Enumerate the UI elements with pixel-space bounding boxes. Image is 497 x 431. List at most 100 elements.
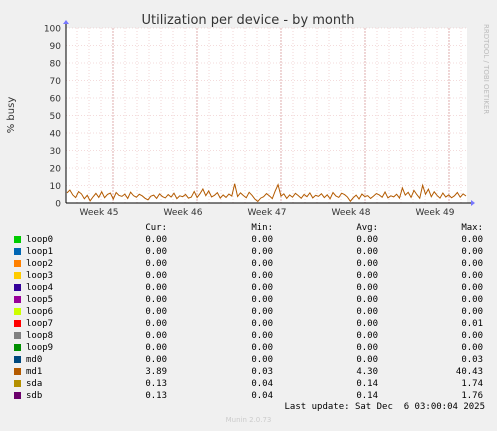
legend-swatch: [14, 392, 21, 399]
legend-avg: 0.00: [356, 295, 378, 305]
legend-name: loop6: [26, 307, 54, 317]
y-tick-60: 60: [50, 95, 62, 105]
x-tick-2: Week 47: [248, 208, 287, 218]
legend-row-sda: sda 0.13 0.04 0.14 1.74: [0, 378, 497, 390]
legend-row-loop0: loop0 0.00 0.00 0.00 0.00: [0, 234, 497, 246]
legend-min: 0.00: [251, 307, 273, 317]
y-axis-arrow: [63, 20, 69, 24]
y-tick-10: 10: [50, 182, 62, 192]
x-tick-0: Week 45: [80, 208, 119, 218]
legend-avg: 0.00: [356, 271, 378, 281]
legend-avg: 0.00: [356, 283, 378, 293]
legend-max: 40.43: [455, 367, 483, 377]
legend-avg: 0.00: [356, 247, 378, 257]
legend-name: loop0: [26, 235, 54, 245]
legend-swatch: [14, 308, 21, 315]
legend-row-md0: md0 0.00 0.00 0.00 0.03: [0, 354, 497, 366]
legend-cur: 0.00: [145, 271, 167, 281]
legend-cur: 0.00: [145, 295, 167, 305]
y-tick-70: 70: [50, 77, 62, 87]
legend-swatch: [14, 272, 21, 279]
legend-header-min: Min:: [251, 223, 273, 233]
x-tick-labels: Week 45 Week 46 Week 47 Week 48 Week 49: [80, 208, 455, 218]
legend-avg: 0.00: [356, 343, 378, 353]
legend-swatch: [14, 380, 21, 387]
legend-max: 0.00: [461, 295, 483, 305]
y-axis-label: % busy: [6, 97, 17, 134]
legend-row-loop7: loop7 0.00 0.00 0.00 0.01: [0, 318, 497, 330]
legend-row-loop9: loop9 0.00 0.00 0.00 0.00: [0, 342, 497, 354]
legend-max: 0.00: [461, 331, 483, 341]
legend-row-loop8: loop8 0.00 0.00 0.00 0.00: [0, 330, 497, 342]
legend-avg: 0.14: [356, 379, 378, 389]
legend-name: loop5: [26, 295, 54, 305]
legend-min: 0.00: [251, 343, 273, 353]
rrdtool-watermark: RRDTOOL / TOBI OETIKER: [482, 24, 490, 114]
legend-cur: 0.00: [145, 307, 167, 317]
grid-lines: [66, 27, 467, 204]
legend-min: 0.00: [251, 295, 273, 305]
legend-row-loop3: loop3 0.00 0.00 0.00 0.00: [0, 270, 497, 282]
legend-name: sda: [26, 379, 43, 389]
x-axis-arrow: [471, 200, 475, 206]
series-md1: [66, 183, 467, 203]
legend-cur: 0.00: [145, 283, 167, 293]
legend-max: 1.76: [461, 391, 483, 401]
legend-name: loop2: [26, 259, 54, 269]
legend-max: 0.00: [461, 259, 483, 269]
legend-max: 0.01: [461, 319, 483, 329]
legend-max: 0.00: [461, 247, 483, 257]
legend-avg: 0.00: [356, 355, 378, 365]
legend-swatch: [14, 332, 21, 339]
legend-avg: 0.00: [356, 331, 378, 341]
legend-swatch: [14, 356, 21, 363]
munin-version: Munin 2.0.73: [225, 416, 272, 424]
y-tick-0: 0: [55, 200, 61, 210]
last-update: Last update: Sat Dec 6 03:00:04 2025: [284, 402, 485, 412]
legend-cur: 0.00: [145, 319, 167, 329]
legend-header-avg: Avg:: [356, 223, 378, 233]
x-tick-4: Week 49: [416, 208, 455, 218]
y-tick-100: 100: [44, 25, 61, 35]
chart-title: Utilization per device - by month: [142, 13, 355, 28]
legend-swatch: [14, 248, 21, 255]
legend-name: loop9: [26, 343, 54, 353]
legend-name: loop1: [26, 247, 54, 257]
x-tick-3: Week 48: [332, 208, 371, 218]
legend-min: 0.00: [251, 247, 273, 257]
legend-min: 0.00: [251, 235, 273, 245]
legend-swatch: [14, 260, 21, 267]
legend-swatch: [14, 296, 21, 303]
legend-row-loop6: loop6 0.00 0.00 0.00 0.00: [0, 306, 497, 318]
legend-max: 0.00: [461, 271, 483, 281]
legend-min: 0.00: [251, 283, 273, 293]
series-lines: [66, 183, 467, 203]
axes: [63, 20, 475, 206]
legend-name: loop7: [26, 319, 54, 329]
legend-name: loop4: [26, 283, 54, 293]
legend-min: 0.00: [251, 319, 273, 329]
legend-row-loop2: loop2 0.00 0.00 0.00 0.00: [0, 258, 497, 270]
legend-cur: 0.00: [145, 235, 167, 245]
legend-min: 0.00: [251, 331, 273, 341]
legend-avg: 4.30: [356, 367, 378, 377]
legend-max: 0.00: [461, 307, 483, 317]
legend-max: 1.74: [461, 379, 483, 389]
y-tick-labels: 0 10 20 30 40 50 60 70 80 90 100: [44, 25, 61, 210]
legend-max: 0.00: [461, 235, 483, 245]
legend-name: loop8: [26, 331, 54, 341]
utilization-chart: Utilization per device - by month % busy…: [6, 13, 490, 218]
legend-max: 0.00: [461, 343, 483, 353]
legend-cur: 0.13: [145, 391, 167, 401]
y-tick-50: 50: [50, 112, 62, 122]
y-tick-30: 30: [50, 147, 62, 157]
legend-min: 0.00: [251, 259, 273, 269]
legend-name: md0: [26, 355, 43, 365]
legend-avg: 0.00: [356, 319, 378, 329]
legend-min: 0.04: [251, 391, 273, 401]
y-tick-40: 40: [50, 130, 62, 140]
legend-avg: 0.00: [356, 235, 378, 245]
y-tick-80: 80: [50, 60, 62, 70]
legend-name: sdb: [26, 391, 43, 401]
legend-cur: 0.13: [145, 379, 167, 389]
